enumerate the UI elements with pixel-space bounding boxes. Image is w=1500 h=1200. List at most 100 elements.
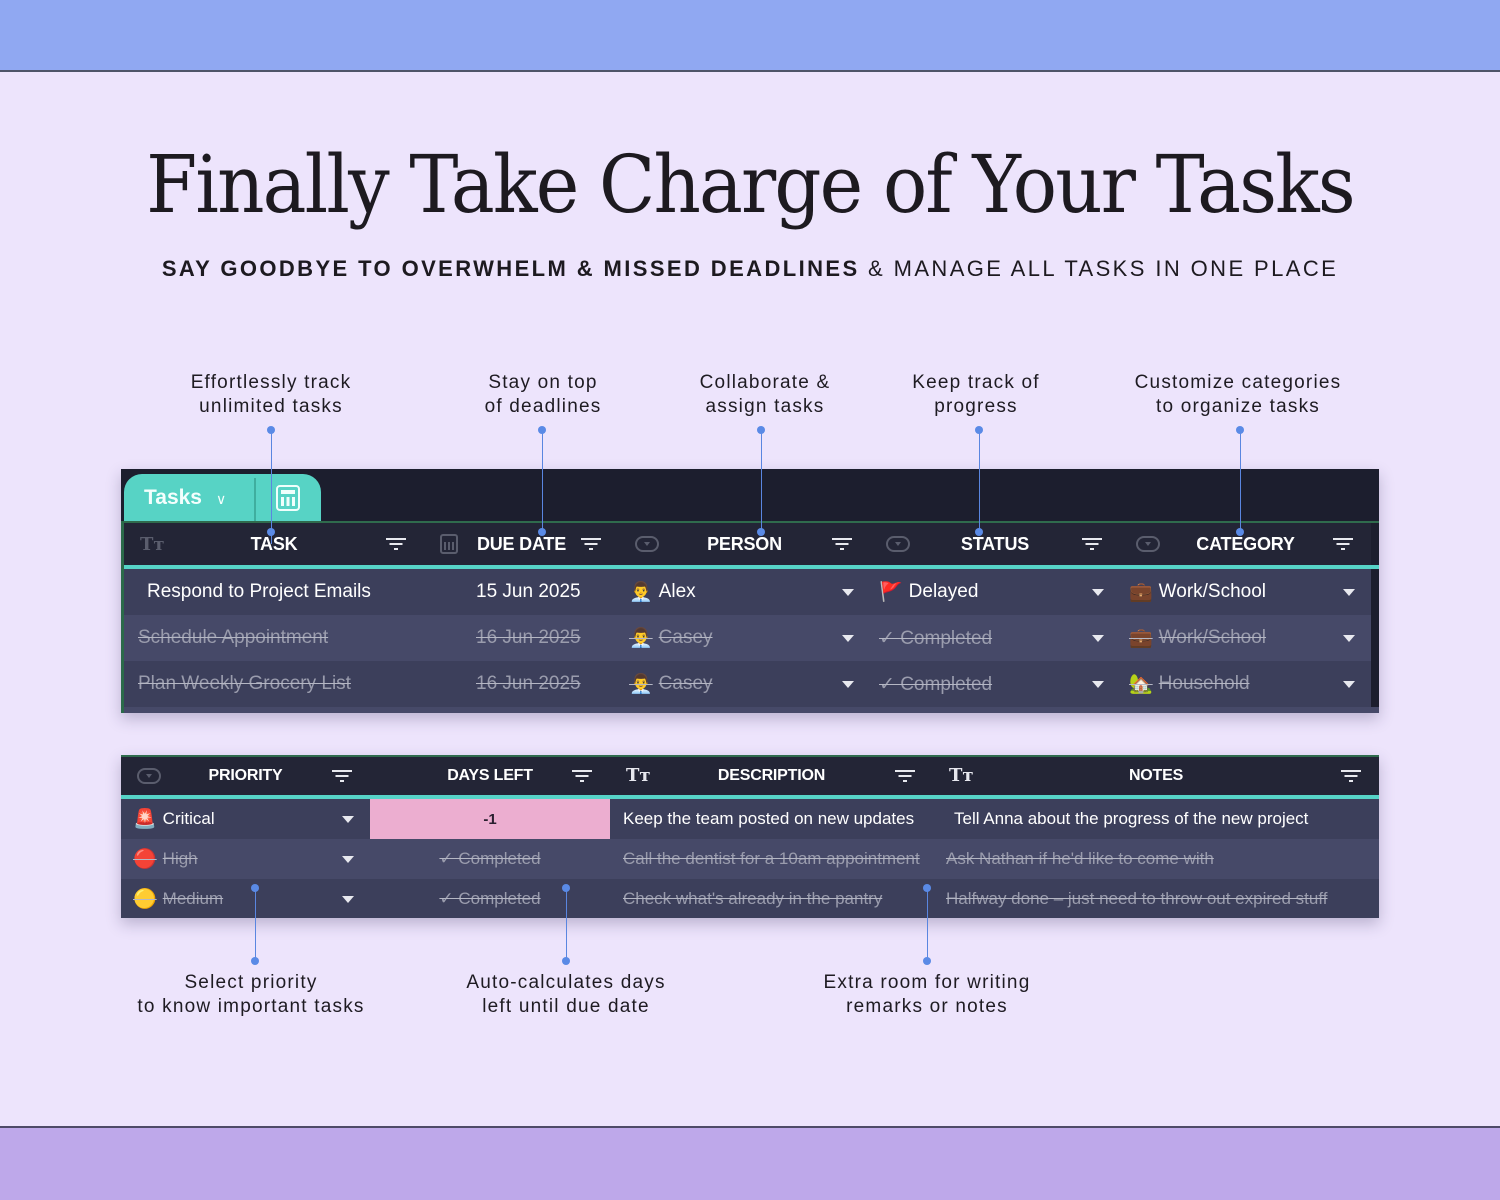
- callout-pin-dot: [538, 528, 546, 536]
- tab-tasks[interactable]: Tasks ∨: [124, 474, 321, 522]
- callout-pin-dot: [267, 528, 275, 536]
- category-cell[interactable]: 💼 Work/School: [1120, 615, 1371, 661]
- status-cell[interactable]: ✓ Completed: [870, 661, 1120, 707]
- filter-icon[interactable]: [1333, 538, 1353, 551]
- status-cell[interactable]: 🚩 Delayed: [870, 569, 1120, 615]
- column-header-category[interactable]: CATEGORY: [1120, 523, 1371, 565]
- priority-cell[interactable]: 🟡 Medium: [121, 879, 370, 918]
- siren-icon: 🚨: [133, 809, 157, 830]
- description-cell[interactable]: Check what's already in the pantry: [610, 879, 933, 918]
- dropdown-caret-icon[interactable]: [1092, 681, 1104, 688]
- chevron-down-icon[interactable]: ∨: [216, 490, 227, 507]
- filter-icon[interactable]: [895, 770, 915, 783]
- category-cell[interactable]: 💼 Work/School: [1120, 569, 1371, 615]
- callout-notes: Extra room for writing remarks or notes: [823, 972, 1031, 1017]
- due-date-text: 15 Jun 2025: [476, 581, 581, 602]
- due-date-cell[interactable]: 15 Jun 2025: [424, 569, 619, 615]
- task-text: Plan Weekly Grocery List: [138, 673, 351, 694]
- column-header-priority[interactable]: PRIORITY: [121, 757, 370, 795]
- table-left-edge: [121, 521, 124, 713]
- dropdown-caret-icon[interactable]: [342, 816, 354, 823]
- filter-icon[interactable]: [386, 538, 406, 551]
- callout-connector: [1240, 430, 1241, 534]
- calculator-icon[interactable]: [276, 485, 300, 511]
- dropdown-type-icon: [1136, 536, 1160, 552]
- callout-connector: [271, 430, 272, 544]
- description-cell[interactable]: Call the dentist for a 10am appointment: [610, 839, 933, 879]
- person-cell[interactable]: 👨‍💼 Casey: [619, 615, 870, 661]
- person-cell[interactable]: 👨‍💼 Casey: [619, 661, 870, 707]
- due-date-cell[interactable]: 16 Jun 2025: [424, 661, 619, 707]
- dropdown-caret-icon[interactable]: [342, 896, 354, 903]
- dropdown-caret-icon[interactable]: [1343, 635, 1355, 642]
- notes-cell[interactable]: Ask Nathan if he'd like to come with: [933, 839, 1379, 879]
- column-header-person[interactable]: PERSON: [619, 523, 870, 565]
- column-header-status[interactable]: STATUS: [870, 523, 1120, 565]
- status-text: ✓ Completed: [879, 627, 993, 649]
- task-cell[interactable]: Respond to Project Emails: [124, 569, 424, 615]
- priority-text: Critical: [162, 809, 215, 828]
- task-text: Respond to Project Emails: [147, 581, 371, 602]
- yellow-circle-icon: 🟡: [133, 888, 157, 910]
- notes-cell[interactable]: Tell Anna about the progress of the new …: [933, 799, 1379, 839]
- column-label: DAYS LEFT: [447, 767, 533, 784]
- person-text: Alex: [658, 581, 696, 602]
- dropdown-caret-icon[interactable]: [342, 856, 354, 863]
- dropdown-caret-icon[interactable]: [1343, 589, 1355, 596]
- dropdown-caret-icon[interactable]: [1092, 589, 1104, 596]
- filter-icon[interactable]: [832, 538, 852, 551]
- dropdown-caret-icon[interactable]: [842, 589, 854, 596]
- days-left-value: ✓ Completed: [439, 849, 541, 868]
- filter-icon[interactable]: [1082, 538, 1102, 551]
- status-cell[interactable]: ✓ Completed: [870, 615, 1120, 661]
- table1-header-row: Tᴛ TASK DUE DATE PERSON STATUS CATEGORY: [124, 523, 1371, 565]
- header-accent-rule: [124, 565, 1379, 569]
- task-cell[interactable]: Plan Weekly Grocery List: [124, 661, 424, 707]
- category-text: Work/School: [1158, 627, 1267, 648]
- priority-cell[interactable]: 🚨 Critical: [121, 799, 370, 839]
- due-date-text: 16 Jun 2025: [476, 673, 581, 694]
- text-type-icon: Tᴛ: [626, 765, 651, 786]
- category-cell[interactable]: 🏡 Household: [1120, 661, 1371, 707]
- column-header-due-date[interactable]: DUE DATE: [424, 523, 619, 565]
- sheet-tab-bar: Tasks ∨: [121, 469, 1379, 522]
- dropdown-caret-icon[interactable]: [1092, 635, 1104, 642]
- task-cell[interactable]: Schedule Appointment: [124, 615, 424, 661]
- column-header-notes[interactable]: Tᴛ NOTES: [933, 757, 1379, 795]
- person-cell[interactable]: 👨‍💼 Alex: [619, 569, 870, 615]
- notes-text: Tell Anna about the progress of the new …: [954, 809, 1309, 828]
- filter-icon[interactable]: [332, 770, 352, 783]
- person-text: Casey: [658, 627, 713, 648]
- description-cell[interactable]: Keep the team posted on new updates: [610, 799, 933, 839]
- notes-cell[interactable]: Halfway done – just need to throw out ex…: [933, 879, 1379, 918]
- dropdown-caret-icon[interactable]: [1343, 681, 1355, 688]
- callout-pin-dot: [267, 426, 275, 434]
- dropdown-caret-icon[interactable]: [842, 681, 854, 688]
- days-left-value: ✓ Completed: [439, 888, 541, 908]
- filter-icon[interactable]: [581, 538, 601, 551]
- person-icon: 👨‍💼: [629, 628, 653, 649]
- column-header-days-left[interactable]: DAYS LEFT: [370, 757, 610, 795]
- callout-pin-dot: [562, 884, 570, 892]
- filter-icon[interactable]: [1341, 770, 1361, 783]
- top-color-band: [0, 0, 1500, 72]
- status-text: ✓ Completed: [879, 673, 993, 695]
- red-circle-icon: 🔴: [133, 849, 157, 870]
- notes-text: Ask Nathan if he'd like to come with: [946, 849, 1214, 868]
- table-row-partial: [124, 707, 1379, 713]
- dropdown-caret-icon[interactable]: [842, 635, 854, 642]
- page-headline: Finally Take Charge of Your Tasks: [146, 138, 1356, 231]
- column-header-description[interactable]: Tᴛ DESCRIPTION: [610, 757, 933, 795]
- person-icon: 👨‍💼: [629, 582, 653, 603]
- due-date-cell[interactable]: 16 Jun 2025: [424, 615, 619, 661]
- house-icon: 🏡: [1129, 674, 1153, 695]
- category-text: Work/School: [1158, 581, 1267, 602]
- briefcase-icon: 💼: [1129, 628, 1153, 649]
- column-header-task[interactable]: Tᴛ TASK: [124, 523, 424, 565]
- briefcase-icon: 💼: [1129, 582, 1153, 603]
- dropdown-type-icon: [137, 768, 161, 784]
- table2-header-row: PRIORITY DAYS LEFT Tᴛ DESCRIPTION Tᴛ NOT…: [121, 757, 1379, 795]
- priority-text: High: [162, 849, 198, 868]
- filter-icon[interactable]: [572, 770, 592, 783]
- priority-cell[interactable]: 🔴 High: [121, 839, 370, 879]
